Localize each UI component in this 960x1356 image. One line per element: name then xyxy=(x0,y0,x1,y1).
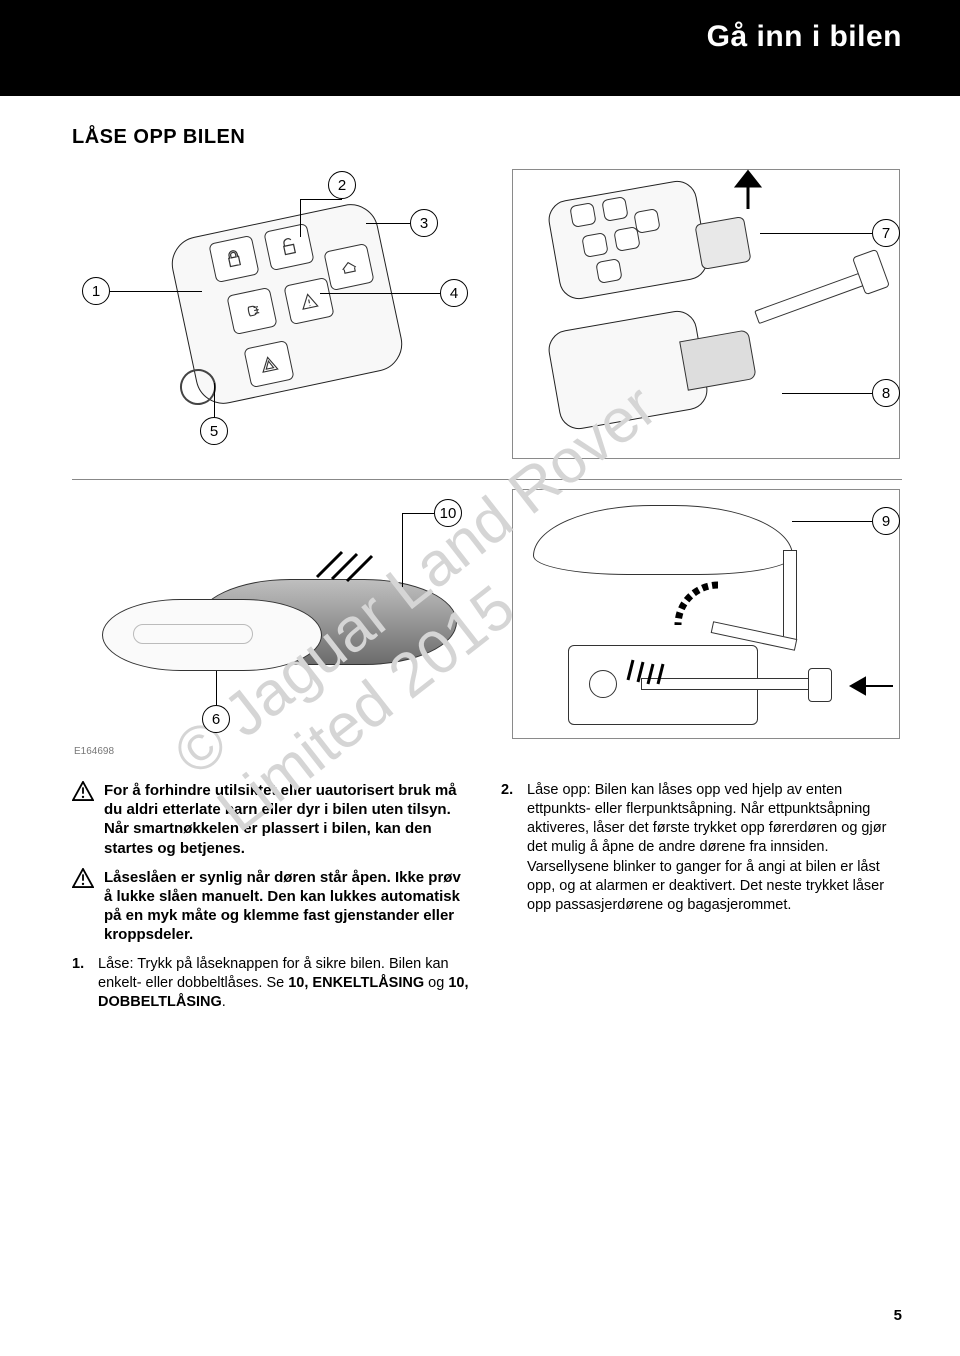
left-column: For å forhindre utilsiktet eller uautori… xyxy=(72,781,473,1020)
callout-7: 7 xyxy=(872,219,900,247)
callout-10: 10 xyxy=(434,499,462,527)
warning-icon xyxy=(72,868,94,888)
callout-5: 5 xyxy=(200,417,228,445)
section-title: LÅSE OPP BILEN xyxy=(72,126,902,149)
item-2-text: Låse opp: Bilen kan låses opp ved hjelp … xyxy=(527,781,902,915)
panel-keyfob-blade xyxy=(512,169,900,459)
item-1-text: Låse: Trykk på låseknappen for å sikre b… xyxy=(98,955,473,1012)
item-1-num: 1. xyxy=(72,955,90,1012)
figure-code: E164698 xyxy=(74,746,114,757)
page-number: 5 xyxy=(894,1307,902,1324)
right-column: 2. Låse opp: Bilen kan låses opp ved hje… xyxy=(501,781,902,1020)
fob-side-release xyxy=(694,216,751,270)
panel-blade-door xyxy=(512,489,900,739)
hinge xyxy=(783,550,797,640)
callout-4: 4 xyxy=(440,279,468,307)
content-area: LÅSE OPP BILEN © Jaguar Land Rover Limit… xyxy=(0,96,960,1020)
callout-6: 6 xyxy=(202,705,230,733)
motion-lines-icon xyxy=(312,547,412,583)
panel-door-handle xyxy=(72,489,492,739)
callout-2: 2 xyxy=(328,171,356,199)
callout-3: 3 xyxy=(410,209,438,237)
callout-9: 9 xyxy=(872,507,900,535)
arrow-left-icon xyxy=(843,676,893,696)
keyhole-icon xyxy=(589,670,617,698)
item-2-num: 2. xyxy=(501,781,519,915)
blade-grip xyxy=(808,668,832,702)
header-bar: Gå inn i bilen xyxy=(0,0,960,74)
warning-2-text: Låseslåen er synlig når døren står åpen.… xyxy=(104,868,473,945)
rotation-icon xyxy=(668,575,728,635)
callout-8: 8 xyxy=(872,379,900,407)
warning-2: Låseslåen er synlig når døren står åpen.… xyxy=(72,868,473,945)
warning-icon xyxy=(72,781,94,801)
blade-slot xyxy=(679,329,757,390)
callout-1: 1 xyxy=(82,277,110,305)
item-2: 2. Låse opp: Bilen kan låses opp ved hje… xyxy=(501,781,902,915)
arrow-up-icon xyxy=(723,164,773,214)
handle-side xyxy=(533,505,793,575)
key-blade xyxy=(754,270,872,324)
rotate-ticks-icon xyxy=(623,650,673,686)
item-1: 1. Låse: Trykk på låseknappen for å sikr… xyxy=(72,955,473,1012)
warning-1-text: For å forhindre utilsiktet eller uautori… xyxy=(104,781,473,858)
sub-bar xyxy=(0,74,960,96)
text-columns: For å forhindre utilsiktet eller uautori… xyxy=(72,781,902,1020)
warning-1: For å forhindre utilsiktet eller uautori… xyxy=(72,781,473,858)
key-blade-handle xyxy=(852,249,890,295)
handle-flush xyxy=(102,599,322,671)
figure-area: © Jaguar Land Rover Limited 2015 xyxy=(72,169,902,759)
header-title: Gå inn i bilen xyxy=(707,20,902,54)
figure-divider xyxy=(72,479,902,480)
